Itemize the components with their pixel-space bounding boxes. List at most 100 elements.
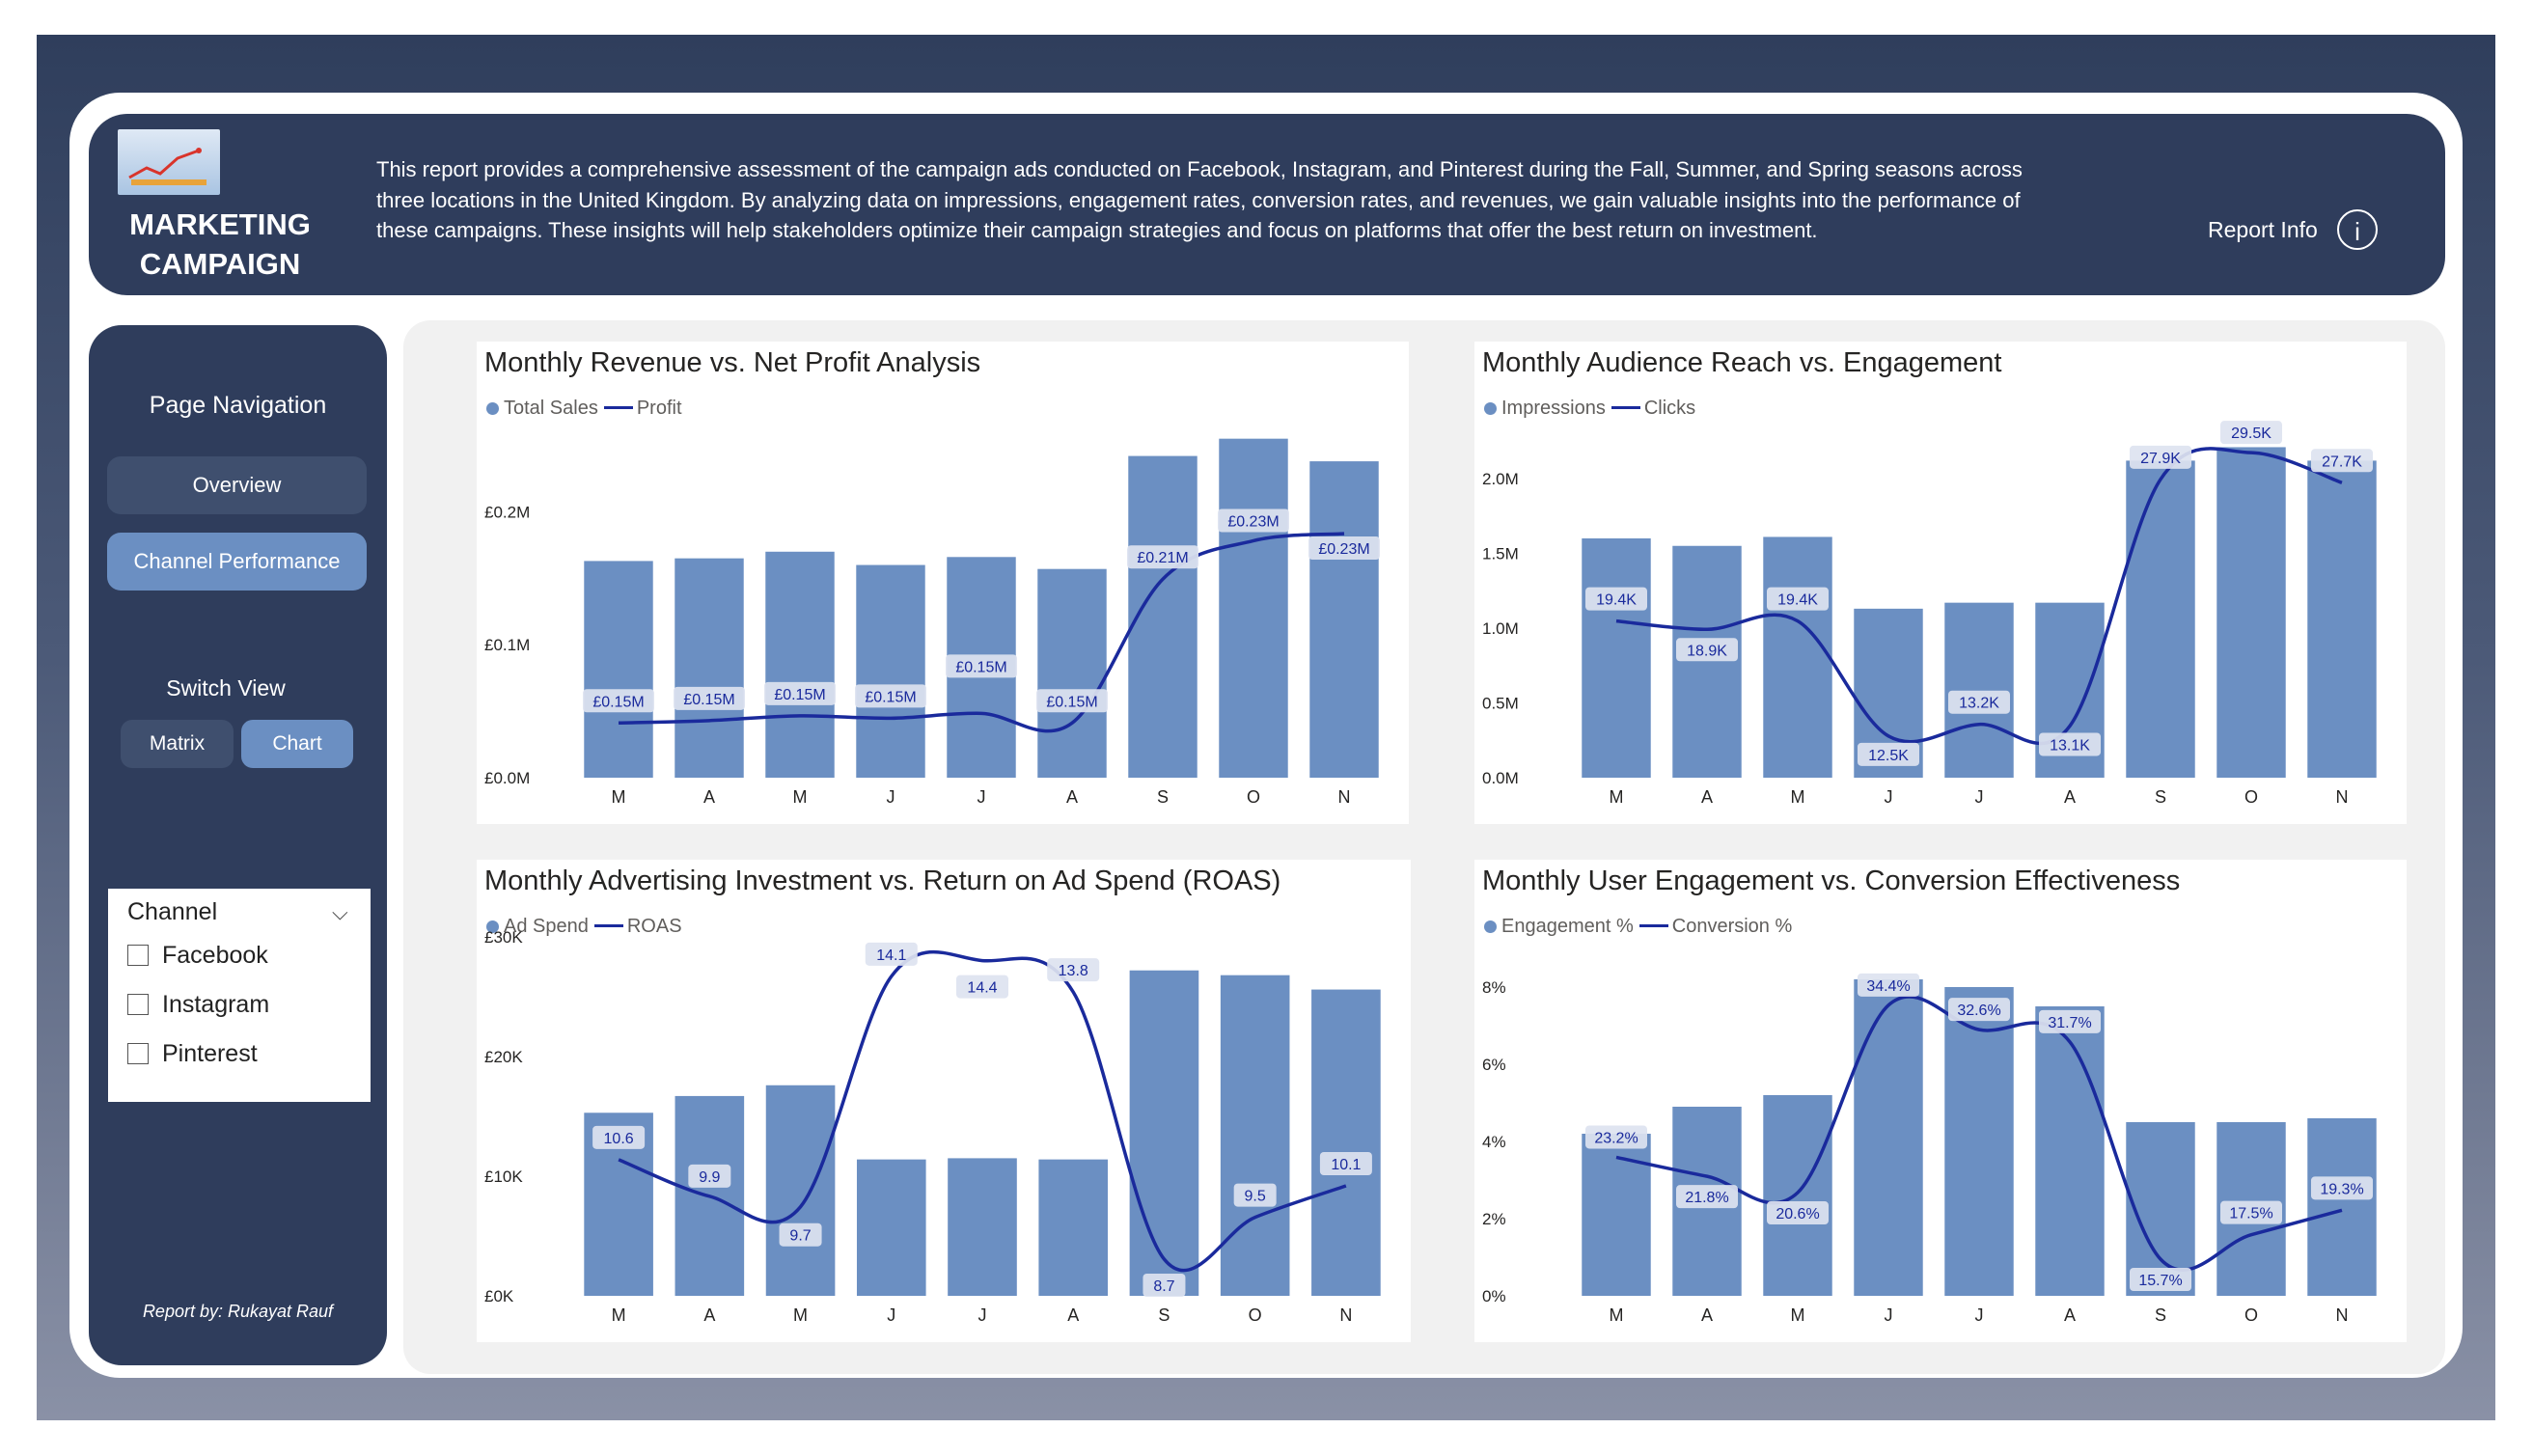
x-tick-label: J	[1885, 1305, 1893, 1325]
data-label-bg	[1948, 998, 2010, 1022]
data-label: £0.15M	[683, 692, 734, 708]
bar	[1763, 1095, 1832, 1296]
data-label-bg	[2311, 449, 2373, 473]
data-label: £0.15M	[1046, 694, 1097, 710]
data-label: 19.4K	[1777, 592, 1818, 609]
matrix-button[interactable]: Matrix	[121, 720, 234, 768]
chart-title: Monthly Audience Reach vs. Engagement	[1482, 347, 2002, 378]
x-tick-label: A	[2064, 1305, 2076, 1325]
legend-bar-swatch	[1484, 920, 1497, 933]
slicer-option-instagram[interactable]: Instagram	[127, 991, 269, 1019]
legend-bar-swatch	[486, 920, 499, 933]
legend-line-swatch	[593, 924, 623, 927]
data-label: £0.23M	[1318, 541, 1369, 558]
data-label: 13.1K	[2050, 737, 2090, 754]
data-label-bg	[1948, 690, 2010, 714]
report-description: This report provides a comprehensive ass…	[376, 157, 2023, 242]
bar	[2307, 460, 2377, 778]
x-tick-label: M	[1791, 1305, 1805, 1325]
bar	[856, 1159, 926, 1296]
x-tick-label: J	[1885, 787, 1893, 807]
x-tick-label: N	[1338, 787, 1351, 807]
data-label: 9.7	[789, 1228, 811, 1245]
info-icon[interactable]: i	[2337, 209, 2378, 250]
data-label-bg	[764, 681, 836, 705]
x-tick-label: J	[887, 1305, 895, 1325]
data-label: £0.21M	[1137, 550, 1188, 566]
data-label: 19.3%	[2320, 1181, 2363, 1197]
channel-performance-button[interactable]: Channel Performance	[107, 533, 367, 591]
data-label: £0.15M	[865, 689, 916, 705]
checkbox[interactable]	[127, 945, 149, 966]
slicer-option-label: Pinterest	[162, 1040, 258, 1067]
data-label-bg	[688, 1164, 731, 1188]
x-tick-label: A	[1067, 1305, 1079, 1325]
y-tick-label: 6%	[1482, 1056, 1506, 1074]
data-label: £0.15M	[592, 694, 644, 710]
bar	[1309, 461, 1379, 778]
data-label: £0.23M	[1227, 513, 1279, 530]
data-label: 27.7K	[2322, 453, 2362, 470]
bar	[1220, 975, 1290, 1296]
y-tick-label: £0.1M	[484, 636, 530, 654]
series-line	[618, 949, 1347, 1273]
data-label-bg	[2220, 421, 2282, 445]
channel-slicer: Channel ⌵ Facebook Instagram Pinterest	[108, 889, 371, 1102]
legend-bar-label: Engagement %	[1501, 916, 1634, 937]
page-title: MARKETING CAMPAIGN	[108, 205, 332, 284]
data-label: 13.8	[1059, 963, 1088, 979]
data-label-bg	[779, 1222, 822, 1247]
x-tick-label: A	[2064, 787, 2076, 807]
data-label-bg	[1767, 1201, 1829, 1225]
slicer-option-pinterest[interactable]: Pinterest	[127, 1040, 258, 1068]
slicer-option-facebook[interactable]: Facebook	[127, 942, 268, 970]
y-tick-label: £0.0M	[484, 769, 530, 787]
x-tick-label: N	[1339, 1305, 1352, 1325]
data-label-bg	[1218, 508, 1289, 533]
x-tick-label: M	[793, 787, 808, 807]
checkbox[interactable]	[127, 994, 149, 1015]
data-label-bg	[1676, 638, 1738, 662]
chart-legend: Impressions Clicks	[1484, 398, 1695, 420]
bar	[1037, 568, 1107, 778]
chevron-down-icon[interactable]: ⌵	[332, 900, 348, 924]
data-label-bg	[1767, 587, 1829, 611]
chart-legend: Total Sales Profit	[486, 398, 682, 420]
data-label: 8.7	[1153, 1278, 1174, 1295]
legend-line-label: Conversion %	[1671, 916, 1793, 937]
y-tick-label: 4%	[1482, 1133, 1506, 1151]
series-line	[618, 532, 1345, 733]
data-label-bg	[2130, 445, 2191, 469]
chart-button[interactable]: Chart	[241, 720, 353, 768]
data-label: 14.4	[967, 980, 997, 997]
data-label-bg	[2311, 1176, 2373, 1200]
data-label: 13.2K	[1959, 696, 1999, 712]
chart-plot: £0K £10K £20K £30K M A M J J A S O N 10.6 9.9 9.7 14.1 14…	[484, 928, 1381, 1325]
y-tick-label: £10K	[484, 1168, 523, 1186]
x-tick-label: M	[612, 787, 626, 807]
data-label: 27.9K	[2140, 451, 2181, 467]
series-line	[1615, 447, 2343, 746]
logo-art	[128, 148, 206, 185]
report-info-label[interactable]: Report Info	[2208, 217, 2318, 242]
bar	[1763, 536, 1832, 778]
legend-line-label: Clicks	[1643, 398, 1696, 419]
data-label-bg	[1319, 1152, 1372, 1175]
data-label: 9.5	[1245, 1189, 1266, 1205]
data-label-bg	[2130, 1268, 2191, 1291]
data-label-bg	[1585, 587, 1647, 611]
overview-button[interactable]: Overview	[107, 456, 367, 514]
y-tick-label: 1.0M	[1482, 619, 1519, 638]
data-label-bg	[674, 686, 745, 710]
data-label-bg	[1585, 1125, 1647, 1149]
x-tick-label: M	[793, 1305, 808, 1325]
data-label: 20.6%	[1776, 1206, 1819, 1222]
x-tick-label: A	[1701, 787, 1713, 807]
checkbox[interactable]	[127, 1043, 149, 1064]
y-tick-label: £0.2M	[484, 503, 530, 521]
x-tick-label: A	[1701, 1305, 1713, 1325]
switch-view-title: Switch View	[166, 675, 286, 701]
bar	[1944, 987, 2014, 1296]
y-tick-label: 2%	[1482, 1210, 1506, 1228]
bar	[2307, 1118, 2377, 1296]
